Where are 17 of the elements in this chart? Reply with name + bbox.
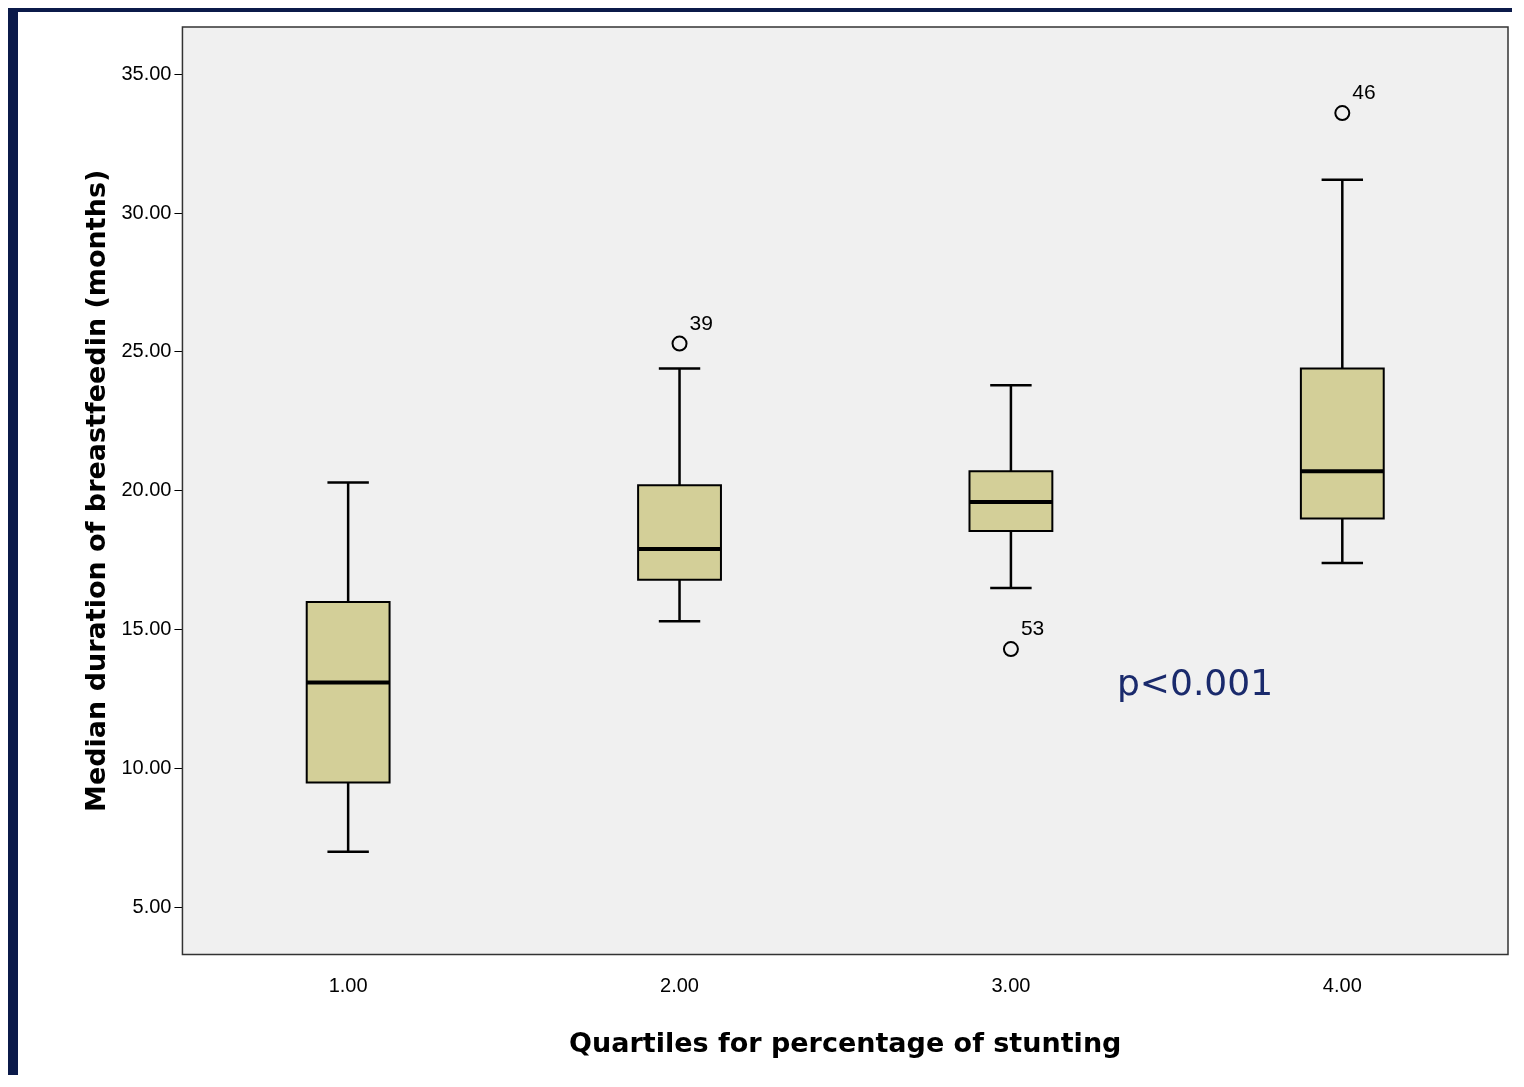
y-tick-label: 5.00 [132, 894, 172, 917]
annotation: 39 [689, 310, 713, 334]
annotation: 46 [1352, 80, 1376, 104]
y-tick-label: 15.00 [121, 617, 172, 640]
y-tick-label: 30.00 [121, 200, 172, 223]
y-axis-title: Median duration of breastfeedin (months) [80, 169, 112, 812]
y-tick-label: 25.00 [121, 339, 172, 362]
y-tick-label: 10.00 [121, 756, 172, 779]
y-tick-label: 35.00 [121, 61, 172, 84]
x-tick-label: 3.00 [991, 974, 1031, 997]
annotation: 53 [1020, 616, 1045, 640]
y-tick-label: 20.00 [121, 478, 172, 501]
x-tick-label: 2.00 [660, 974, 699, 997]
x-tick-label: 1.00 [328, 974, 368, 997]
x-tick-label: 4.00 [1322, 974, 1362, 997]
annotation: p<0.001 [1116, 661, 1274, 703]
x-axis-title: Quartiles for percentage of stunting [569, 1026, 1122, 1058]
